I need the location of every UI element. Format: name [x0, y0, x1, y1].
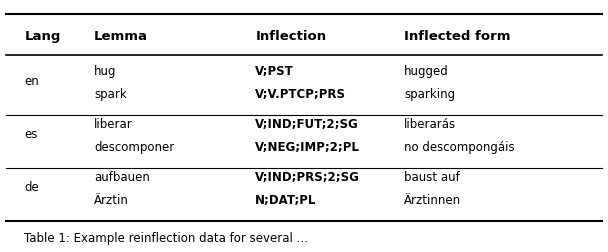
- Text: Ärztin: Ärztin: [94, 194, 129, 207]
- Text: Lemma: Lemma: [94, 30, 148, 43]
- Text: aufbauen: aufbauen: [94, 171, 150, 184]
- Text: V;IND;FUT;2;SG: V;IND;FUT;2;SG: [255, 118, 359, 131]
- Text: Lang: Lang: [24, 30, 61, 43]
- Text: baust auf: baust auf: [404, 171, 460, 184]
- Text: hugged: hugged: [404, 65, 449, 78]
- Text: N;DAT;PL: N;DAT;PL: [255, 194, 317, 207]
- Text: V;PST: V;PST: [255, 65, 294, 78]
- Text: Table 1: Example reinflection data for several ...: Table 1: Example reinflection data for s…: [24, 232, 308, 245]
- Text: Inflected form: Inflected form: [404, 30, 511, 43]
- Text: liberar: liberar: [94, 118, 133, 131]
- Text: en: en: [24, 75, 39, 88]
- Text: liberarás: liberarás: [404, 118, 457, 131]
- Text: descomponer: descomponer: [94, 141, 174, 154]
- Text: V;V.PTCP;PRS: V;V.PTCP;PRS: [255, 88, 347, 101]
- Text: hug: hug: [94, 65, 117, 78]
- Text: Ärztinnen: Ärztinnen: [404, 194, 461, 207]
- Text: sparking: sparking: [404, 88, 455, 101]
- Text: no descompongáis: no descompongáis: [404, 141, 515, 154]
- Text: spark: spark: [94, 88, 127, 101]
- Text: Inflection: Inflection: [255, 30, 326, 43]
- Text: de: de: [24, 181, 39, 194]
- Text: V;NEG;IMP;2;PL: V;NEG;IMP;2;PL: [255, 141, 360, 154]
- Text: V;IND;PRS;2;SG: V;IND;PRS;2;SG: [255, 171, 360, 184]
- Text: es: es: [24, 128, 38, 141]
